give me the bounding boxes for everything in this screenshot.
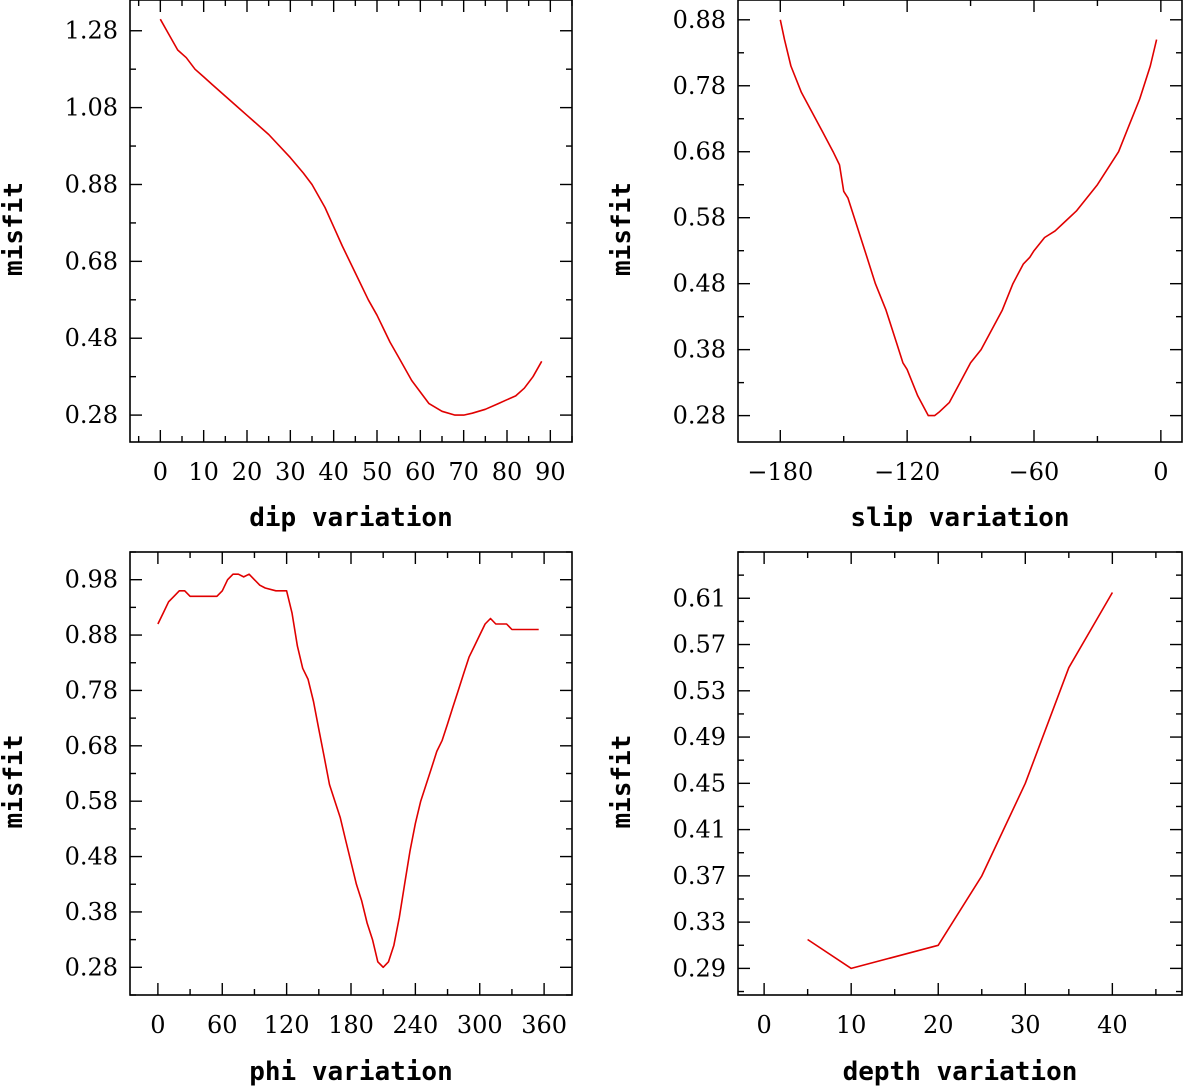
- y-tick-label: 0.38: [65, 898, 118, 926]
- x-tick-label: 20: [923, 1011, 954, 1039]
- y-tick-label: 0.68: [65, 247, 118, 275]
- x-axis-title: phi variation: [249, 1057, 453, 1086]
- x-tick-label: −60: [1009, 458, 1060, 486]
- x-tick-label: 10: [836, 1011, 867, 1039]
- y-tick-label: 0.49: [673, 723, 726, 751]
- x-tick-label: 40: [1097, 1011, 1128, 1039]
- panel-depth: 0.29 0.33 0.37 0.41 0.45 0.49 0.53 0.57 0.61 0 10 2…: [607, 551, 1183, 1086]
- plot-frame-dip: [129, 0, 573, 443]
- y-tick-label: 0.57: [673, 631, 726, 659]
- y-tick-label: 0.28: [673, 402, 726, 430]
- y-tick-label: 0.48: [65, 843, 118, 871]
- y-tick-label: 0.61: [673, 584, 726, 612]
- y-tick-label: 1.28: [65, 17, 118, 45]
- x-tick-label: 0: [153, 458, 168, 486]
- x-tick-label: 120: [264, 1011, 310, 1039]
- y-tick-label: 0.53: [673, 677, 726, 705]
- y-tick-label: 0.29: [673, 954, 726, 982]
- series-line-dip: [159, 18, 543, 416]
- x-tick-label: 0: [150, 1011, 165, 1039]
- x-tick-label: 40: [318, 458, 349, 486]
- y-tick-label: 0.58: [65, 787, 118, 815]
- x-tick-label: 0: [1153, 458, 1168, 486]
- y-tick-label: 0.78: [673, 72, 726, 100]
- y-tick-label: 0.48: [65, 324, 118, 352]
- y-tick-label: 0.58: [673, 204, 726, 232]
- y-tick-label: 0.88: [673, 6, 726, 34]
- y-tick-label: 0.68: [673, 138, 726, 166]
- y-tick-label: 1.08: [65, 94, 118, 122]
- y-tick-label: 0.28: [65, 401, 118, 429]
- y-tick-label: 0.48: [673, 270, 726, 298]
- y-axis-title: misfit: [0, 735, 29, 829]
- x-tick-label: −120: [874, 458, 940, 486]
- x-tick-label: 180: [328, 1011, 374, 1039]
- x-tick-label: 80: [492, 458, 523, 486]
- x-tick-label: 30: [275, 458, 306, 486]
- x-tick-label: 240: [392, 1011, 438, 1039]
- y-tick-label: 0.78: [65, 676, 118, 704]
- x-axis-title: dip variation: [249, 503, 453, 533]
- x-tick-label: 50: [362, 458, 393, 486]
- series-line-depth: [807, 592, 1114, 970]
- y-tick-label: 0.68: [65, 732, 118, 760]
- y-tick-label: 0.37: [673, 862, 726, 890]
- x-tick-label: 0: [756, 1011, 771, 1039]
- y-tick-label: 0.88: [65, 621, 118, 649]
- y-tick-label: 0.28: [65, 953, 118, 981]
- x-tick-label: −180: [747, 458, 813, 486]
- x-axis-title: slip variation: [850, 503, 1069, 533]
- y-axis-title: misfit: [607, 182, 637, 276]
- y-tick-label: 0.38: [673, 336, 726, 364]
- series-line-slip: [779, 19, 1158, 417]
- series-line-phi: [157, 573, 539, 969]
- x-tick-label: 30: [1010, 1011, 1041, 1039]
- panel-slip: 0.28 0.38 0.48 0.58 0.68 0.78 0.88 −180 −120 −60 0…: [607, 0, 1183, 533]
- x-tick-label: 10: [188, 458, 219, 486]
- x-tick-label: 20: [232, 458, 263, 486]
- y-tick-label: 0.88: [65, 170, 118, 198]
- x-tick-label: 90: [535, 458, 566, 486]
- y-tick-label: 0.45: [673, 769, 726, 797]
- x-tick-label: 60: [405, 458, 436, 486]
- plot-frame-phi: [129, 551, 573, 996]
- y-tick-label: 0.98: [65, 566, 118, 594]
- x-tick-label: 360: [521, 1011, 567, 1039]
- y-tick-label: 0.33: [673, 908, 726, 936]
- panel-phi: 0.28 0.38 0.48 0.58 0.68 0.78 0.88 0.98 0 60 120 18…: [0, 551, 573, 1086]
- x-tick-label: 300: [457, 1011, 503, 1039]
- y-axis-title: misfit: [0, 182, 29, 276]
- x-tick-label: 70: [448, 458, 479, 486]
- plot-frame-slip: [737, 0, 1183, 443]
- plot-frame-depth: [737, 551, 1183, 996]
- x-axis-title: depth variation: [843, 1057, 1078, 1086]
- y-tick-label: 0.41: [673, 816, 726, 844]
- panel-dip: 0.28 0.48 0.68 0.88 1.08 1.28 0 10 20 30 40 50 60 70 8…: [0, 0, 573, 533]
- x-tick-label: 60: [207, 1011, 238, 1039]
- y-axis-title: misfit: [607, 735, 637, 829]
